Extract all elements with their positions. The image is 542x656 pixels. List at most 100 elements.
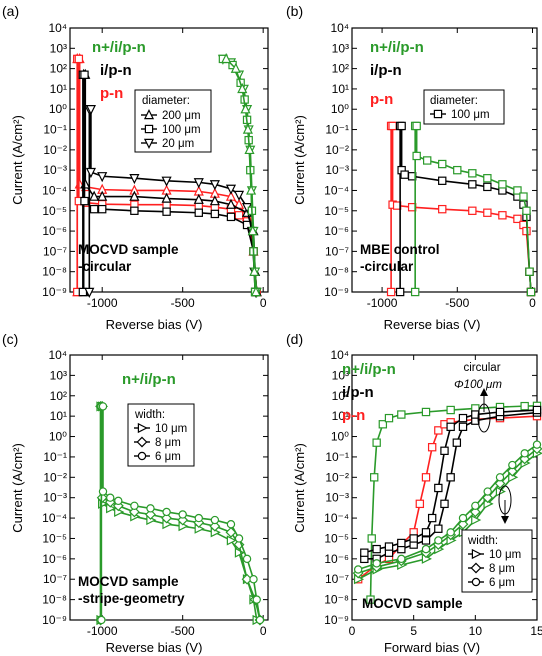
legend-label: 10 μm: [489, 549, 521, 561]
panel-d-data-point: [421, 528, 431, 537]
panel-b-ytick-label: 10¹: [332, 82, 349, 96]
panel-a-legend-entry-100um: 100 μm: [141, 124, 201, 136]
panel-d-data-point: [370, 473, 379, 482]
panel-b-ytick-label: 10⁻⁹: [324, 285, 349, 299]
panel-a-data-point: [246, 184, 257, 195]
panel-b-data-point: [438, 204, 447, 214]
panel-d-ytick-label: 10⁻³: [325, 491, 349, 505]
panel-b-data-point: [388, 121, 397, 131]
panel-d-series-green-circle: [353, 440, 542, 574]
panel-a-data-point: [80, 196, 89, 206]
panel-d-label-ipn: i/p-n: [342, 384, 374, 401]
panel-d-caption-1: MOCVD sample: [362, 596, 463, 611]
panel-a-xtick-label: -1000: [87, 296, 118, 310]
panel-d-plot-area: 10⁻⁹ 10⁻⁸ 10⁻⁷ 10⁻⁶ 10⁻⁵ 10⁻⁴ 10⁻³ 10⁻² 10⁻¹ 10⁰ 1…: [324, 348, 542, 638]
panel-c-data-point: [210, 515, 220, 525]
legend-label: 20 μm: [162, 138, 194, 150]
panel-a-frame: [69, 27, 269, 293]
panel-c-caption-2: -stripe-geometry: [78, 591, 185, 606]
panel-b-data-point: [468, 206, 477, 215]
panel-d-data-point: [434, 536, 443, 545]
panel-b-data-point: [438, 176, 447, 185]
panel-d-legend-entry-8um: 8 μm: [468, 562, 515, 575]
legend-marker: [471, 577, 481, 587]
panel-b-caption-1: MBE control: [360, 242, 440, 257]
panel-c-data-point: [97, 615, 106, 625]
panel-a-ytick-label: 10⁻²: [43, 143, 67, 157]
panel-b-ytick-label: 10⁻⁴: [324, 183, 349, 197]
panel-a-data-point: [129, 174, 140, 185]
panel-a-label-pn: p-n: [100, 85, 123, 102]
legend-marker: [136, 436, 148, 448]
panel-b-data-point: [412, 121, 421, 131]
panel-c-caption-1: MOCVD sample: [78, 574, 179, 589]
panel-c-data-point: [234, 534, 244, 543]
panel-b-data-point: [468, 180, 477, 189]
panel-c-data-point: [98, 487, 108, 496]
panel-b-data-point: [397, 121, 406, 131]
panel-d-data-point: [427, 513, 437, 523]
panel-d-ytick-label: 10³: [332, 368, 349, 382]
panel-b-series-line: [399, 125, 532, 293]
panel-d-ytick-label: 10²: [332, 389, 349, 403]
panel-c-data-point: [145, 509, 156, 520]
panel-d-data-point: [506, 465, 518, 477]
panel-c-data-point: [177, 514, 189, 526]
panel-c-data-point: [114, 496, 123, 506]
panel-c-data-point: [161, 512, 173, 524]
panel-b-data-point: [483, 174, 492, 183]
legend-marker: [470, 562, 482, 574]
panel-d-data-point: [452, 438, 462, 447]
panel-d-data-point: [360, 548, 369, 557]
panel-d-data-point: [434, 426, 443, 435]
panel-a-data-point: [89, 190, 100, 201]
panel-d-data-point: [409, 534, 418, 543]
panel-a-data-point: [249, 265, 260, 276]
panel-d-data-point: [471, 514, 482, 526]
panel-a-xlabel: Reverse bias (V): [106, 317, 203, 332]
panel-b-ytick-label: 10²: [332, 62, 349, 76]
panel-d-ytick-label: 10⁻¹: [325, 450, 349, 464]
panel-d-xtick-label: 5: [410, 624, 417, 638]
panel-d-data-point: [458, 513, 468, 523]
panel-d-diameter-note: Φ100 μm: [454, 379, 502, 391]
panel-a-series-line: [222, 58, 258, 293]
panel-b-ytick-label: 10⁻⁵: [324, 204, 349, 218]
panel-b-data-point: [438, 159, 447, 169]
panel-c-legend-entry-6um: 6 μm: [134, 451, 181, 463]
panel-b-label-nip: n+/i/p-n: [370, 39, 424, 56]
legend-marker: [143, 138, 155, 149]
panel-d-data-point: [495, 407, 505, 417]
panel-d-series-green-square: [366, 401, 542, 604]
panel-c-ytick-label: 10⁻²: [43, 470, 67, 484]
panel-c-data-point: [255, 615, 265, 625]
panel-d-label-pn: p-n: [342, 407, 365, 424]
panel-c-plot-area: 10⁻⁹ 10⁻⁸ 10⁻⁷ 10⁻⁶ 10⁻⁵ 10⁻⁴ 10⁻³ 10⁻² 10⁻¹ 10⁰ 1…: [42, 348, 269, 638]
panel-b-data-point: [513, 186, 522, 195]
panel-a-caption-2: -circular: [78, 259, 132, 274]
panel-c-ylabel: Current (A/cm²): [10, 443, 25, 533]
legend-label: 100 μm: [451, 109, 490, 121]
panel-d-legend: width: 10 μm 8 μm 6 μm: [461, 529, 533, 593]
panel-d-data-point: [508, 460, 517, 470]
panel-a-data-point: [210, 209, 220, 219]
panel-b-ytick-label: 10⁰: [331, 102, 349, 116]
panel-d-ytick-label: 10⁻⁶: [324, 552, 349, 566]
panel-c-label: (c): [2, 331, 18, 347]
legend-label: 200 μm: [162, 110, 201, 122]
panel-a-legend: diameter: 200 μm 100 μm 20 μm: [134, 89, 212, 153]
legend-marker: [143, 109, 155, 120]
panel-d-data-point: [532, 440, 542, 449]
panel-c-data-point: [178, 510, 187, 519]
panel-c-ytick-label: 10⁻⁴: [42, 511, 67, 525]
panel-d-ytick-label: 10⁻⁵: [324, 531, 349, 545]
panel-c-ytick-label: 10³: [50, 368, 67, 382]
panel-d-data-point: [471, 501, 480, 511]
panel-a-data-point: [85, 167, 96, 179]
panel-d-data-point: [446, 405, 455, 415]
panel-d-ytick-label: 10⁴: [330, 348, 349, 362]
panel-a-data-point: [80, 70, 89, 79]
panel-a-data-point: [162, 207, 171, 216]
panel-c-data-point: [226, 535, 237, 546]
panel-a-data-point: [234, 211, 244, 220]
